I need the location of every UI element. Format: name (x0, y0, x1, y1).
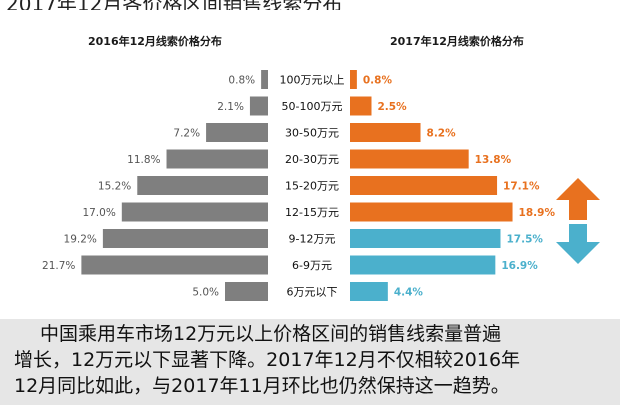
left-bar (225, 282, 268, 301)
right-bar (350, 282, 388, 301)
page-title: 2017年12月各价格区间销售线索分布 (0, 0, 620, 10)
right-bar (350, 229, 501, 248)
left-bar (249, 96, 268, 116)
up-arrow-icon (556, 178, 600, 220)
right-bar (350, 70, 357, 89)
pyramid-chart: 0.8% 100万元以上 0.8% 2.1% 50-100万元 2.5% 7.2% 30-50… (42, 70, 600, 301)
right-bar-label: 2.5% (378, 101, 408, 113)
category-label: 20-30万元 (285, 153, 339, 166)
caption-line-3: 12月同比如此，与2017年11月环比也仍然保持这一趋势。 (14, 375, 510, 397)
category-label: 100万元以上 (280, 74, 345, 87)
left-bar-label: 0.8% (228, 75, 255, 87)
left-bar-label: 15.2% (98, 181, 131, 193)
left-bar (81, 255, 268, 275)
down-arrow-icon (556, 224, 600, 264)
category-label: 12-15万元 (285, 206, 339, 219)
right-bar (350, 123, 421, 142)
left-bar-label: 2.1% (217, 101, 244, 113)
left-bar-label: 11.8% (127, 154, 160, 166)
right-bar-label: 17.1% (503, 181, 540, 193)
category-label: 6-9万元 (292, 259, 332, 272)
category-label: 6万元以下 (287, 286, 338, 299)
left-bar (261, 70, 268, 89)
left-bar-label: 21.7% (42, 260, 75, 272)
caption-line-2: 增长，12万元以下显著下降。2017年12月不仅相较2016年 (14, 349, 521, 371)
right-bar-label: 16.9% (501, 260, 538, 272)
category-label: 9-12万元 (289, 233, 336, 246)
right-bar (350, 176, 498, 195)
right-bar-label: 17.5% (507, 234, 544, 246)
right-bar (350, 255, 496, 275)
left-bar (137, 176, 268, 195)
right-bar (350, 149, 469, 169)
left-bar (206, 123, 268, 142)
right-bar-label: 18.9% (519, 207, 556, 219)
category-label: 50-100万元 (282, 100, 343, 113)
left-bar-label: 19.2% (64, 234, 97, 246)
right-bar-label: 8.2% (427, 128, 457, 140)
left-bar (102, 229, 268, 248)
left-bar (121, 202, 268, 222)
left-bar-label: 7.2% (173, 128, 200, 140)
left-bar-label: 5.0% (192, 287, 219, 299)
caption-box: 中国乘用车市场12万元以上价格区间的销售线索量普遍 增长，12万元以下显著下降。… (0, 319, 620, 405)
right-bar-label: 13.8% (475, 154, 512, 166)
right-bar (350, 96, 372, 116)
left-bar (166, 149, 268, 169)
right-subtitle: 2017年12月线索价格分布 (390, 35, 524, 48)
caption-line-1: 中国乘用车市场12万元以上价格区间的销售线索量普遍 (40, 323, 502, 345)
category-label: 15-20万元 (285, 180, 339, 193)
right-bar-label: 4.4% (394, 287, 424, 299)
left-subtitle: 2016年12月线索价格分布 (88, 35, 222, 48)
category-label: 30-50万元 (285, 127, 339, 140)
right-bar-label: 0.8% (363, 75, 393, 87)
left-bar-label: 17.0% (82, 207, 115, 219)
right-bar (350, 202, 513, 222)
